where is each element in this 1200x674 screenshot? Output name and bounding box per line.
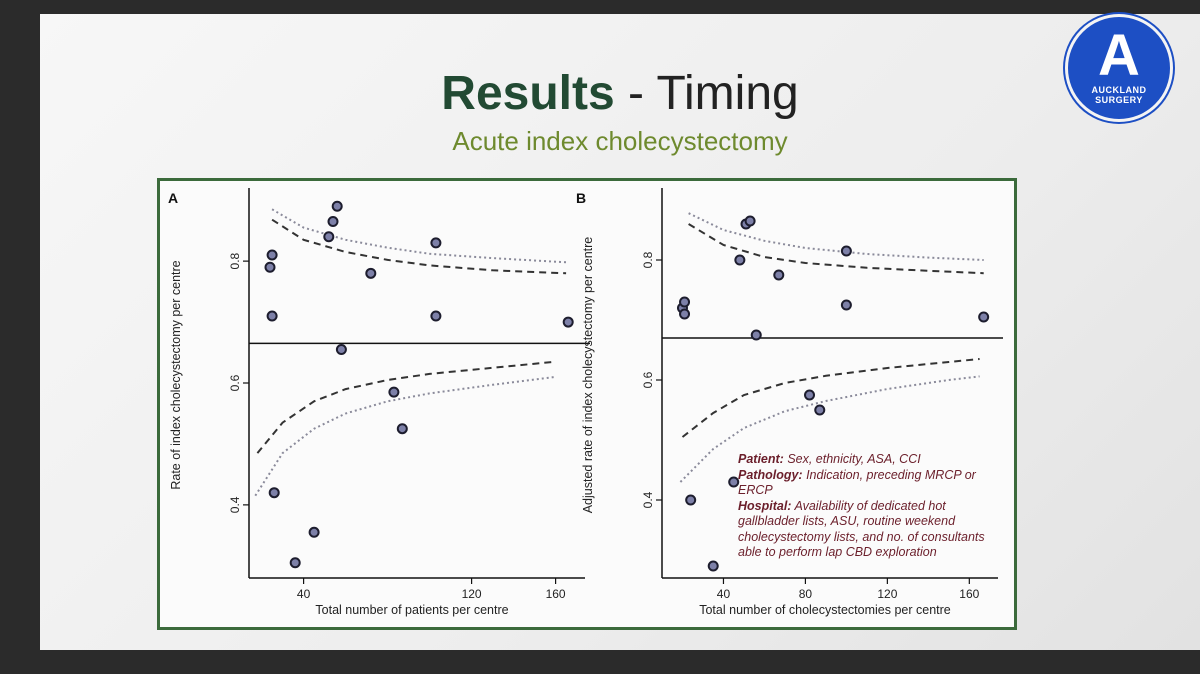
- panel-a-data-point: [331, 200, 343, 212]
- panel-a-y-tick-label: 0.4: [228, 496, 242, 513]
- panel-a-y-tick-label: 0.8: [228, 252, 242, 269]
- panel-b-data-point: [679, 296, 691, 308]
- logo-line-1: AUCKLAND: [1091, 85, 1147, 95]
- panel-b-data-point: [978, 311, 990, 323]
- panel-a-data-point: [388, 386, 400, 398]
- panel-a-lower-dotted-limit: [254, 375, 556, 497]
- panel-a-letter: A: [168, 190, 178, 206]
- panel-b-letter: B: [576, 190, 586, 206]
- title-rest: - Timing: [614, 67, 799, 120]
- panel-b-data-point: [750, 329, 762, 341]
- panel-b-data-point: [728, 476, 740, 488]
- note-patient-text: Sex, ethnicity, ASA, CCI: [783, 452, 921, 466]
- note-pathology-text: Indication, preceding MRCP or ERCP: [738, 467, 976, 498]
- title-strong: Results: [441, 67, 615, 120]
- panel-a-x-axis-label: Total number of patients per centre: [315, 603, 508, 617]
- panel-a-data-point: [430, 310, 442, 322]
- panel-b-x-tick-label: 80: [799, 587, 813, 601]
- panel-b-y-tick-label: 0.8: [641, 251, 655, 268]
- note-hospital-label: Hospital:: [738, 498, 792, 513]
- panel-b-upper-dotted-limit: [688, 212, 984, 261]
- panel-b-data-point: [679, 308, 691, 320]
- panel-a-x-tick-label: 120: [462, 587, 482, 601]
- panel-b-y-tick-label: 0.4: [641, 491, 655, 508]
- panel-a-x-tick-label: 40: [297, 587, 311, 601]
- panel-b-data-point: [707, 560, 719, 572]
- panel-b-upper-dashed-limit: [688, 223, 984, 275]
- panel-a-data-point: [308, 526, 320, 538]
- panel-a-data-point: [396, 423, 408, 435]
- auckland-surgery-logo: A AUCKLAND SURGERY: [1065, 14, 1173, 122]
- panel-b-x-tick-label: 160: [959, 587, 979, 601]
- panel-b-lower-dashed-limit: [681, 358, 980, 438]
- logo-letter: A: [1098, 23, 1140, 88]
- panel-a-lower-dashed-limit: [256, 360, 556, 454]
- panel-a-data-point: [430, 237, 442, 249]
- panel-b-x-axis-label: Total number of cholecystectomies per ce…: [699, 603, 951, 617]
- panel-b-data-point: [814, 404, 826, 416]
- logo-line-2: SURGERY: [1095, 95, 1143, 105]
- panel-a-data-point: [335, 343, 347, 355]
- panel-a-y-axis-label: Rate of index cholecystectomy per centre: [169, 260, 183, 489]
- slide-subtitle: Acute index cholecystectomy: [452, 126, 788, 156]
- adjustment-note: Patient: Sex, ethnicity, ASA, CCI Pathol…: [738, 452, 1008, 561]
- panel-b-y-tick-label: 0.6: [641, 371, 655, 388]
- panel-b-data-point: [734, 254, 746, 266]
- panel-b-data-point: [840, 299, 852, 311]
- panel-a-data-point: [562, 316, 574, 328]
- panel-a-y-tick-label: 0.6: [228, 374, 242, 391]
- panel-a-data-point: [268, 487, 280, 499]
- panel-b-data-point: [804, 389, 816, 401]
- panel-a-data-point: [266, 249, 278, 261]
- panel-b-y-axis-label: Adjusted rate of index cholecystectomy p…: [581, 237, 595, 514]
- panel-a-x-tick-label: 160: [546, 587, 566, 601]
- panel-a-data-point: [289, 557, 301, 569]
- panel-b-data-point: [773, 269, 785, 281]
- panel-b-data-point: [840, 245, 852, 257]
- panel-a-upper-dashed-limit: [271, 218, 567, 275]
- panel-b-data-point: [744, 215, 756, 227]
- panel-a-data-point: [266, 310, 278, 322]
- note-pathology-label: Pathology:: [738, 467, 803, 482]
- panel-a-data-point: [323, 231, 335, 243]
- panel-b-data-point: [685, 494, 697, 506]
- slide-title: Results - Timing: [40, 66, 1200, 122]
- panel-a-data-point: [365, 267, 377, 279]
- note-hospital-text: Availability of dedicated hot gallbladde…: [738, 498, 985, 560]
- panel-b-x-tick-label: 120: [877, 587, 897, 601]
- panel-a-data-point: [264, 261, 276, 273]
- slide: Results - Timing Acute index cholecystec…: [40, 14, 1200, 650]
- panel-a-data-point: [327, 216, 339, 228]
- figure-panel: A 0.4 0.6 0.8 40 120 160 Total number of patien…: [157, 178, 1017, 630]
- panel-a-upper-dotted-limit: [271, 208, 567, 264]
- scatter-figure: A 0.4 0.6 0.8 40 120 160 Total number of patien…: [168, 188, 1003, 617]
- panel-b-x-tick-label: 40: [717, 587, 731, 601]
- note-patient-label: Patient:: [738, 452, 784, 466]
